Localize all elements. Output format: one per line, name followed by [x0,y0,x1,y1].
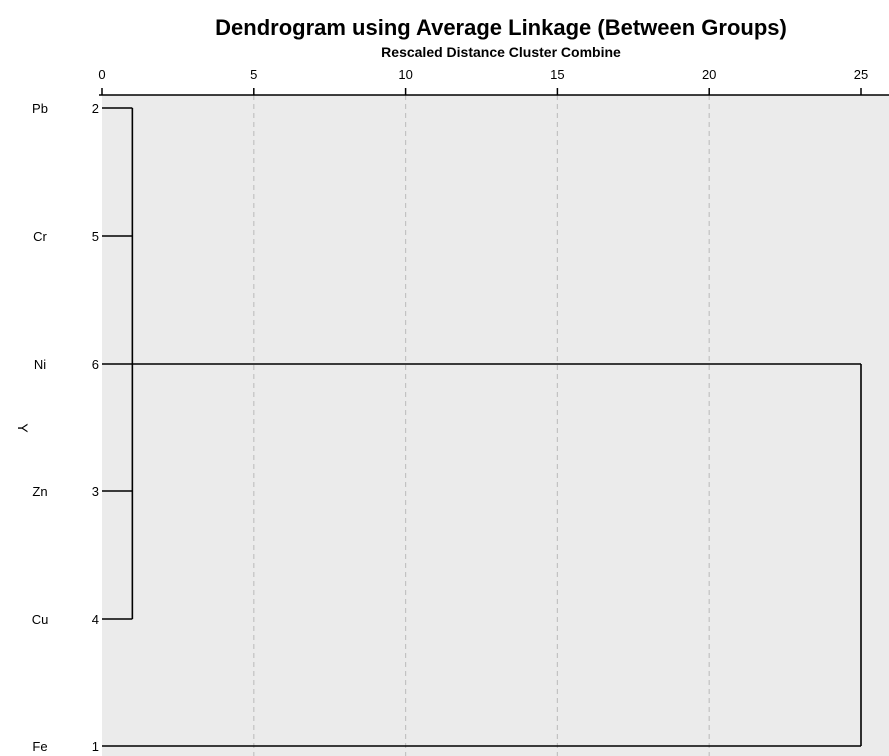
leaf-label-cr: Cr [33,229,47,244]
leaf-case-number: 3 [92,484,99,499]
plot-area [102,95,889,756]
x-tick-label: 5 [250,67,257,82]
x-tick-label: 25 [854,67,868,82]
leaf-labels: Pb 2 Cr 5 Ni 6 Zn 3 Cu 4 Fe 1 [32,101,99,754]
leaf-case-number: 6 [92,357,99,372]
chart-subtitle: Rescaled Distance Cluster Combine [381,44,621,60]
x-tick-label: 15 [550,67,564,82]
x-tick-label: 0 [98,67,105,82]
chart-title: Dendrogram using Average Linkage (Betwee… [215,15,787,40]
leaf-label-fe: Fe [32,739,47,754]
grid-lines [253,95,710,756]
leaf-case-number: 4 [92,612,99,627]
leaf-case-number: 5 [92,229,99,244]
leaf-label-ni: Ni [34,357,46,372]
dendrogram-tree [102,107,862,747]
leaf-case-number: 2 [92,101,99,116]
x-tick-label: 10 [398,67,412,82]
x-tick-label: 20 [702,67,716,82]
y-axis-label: Y [15,423,31,433]
leaf-case-number: 1 [92,739,99,754]
leaf-label-zn: Zn [32,484,47,499]
leaf-label-pb: Pb [32,101,48,116]
leaf-label-cu: Cu [32,612,49,627]
x-axis: 0 5 10 15 20 25 [98,67,889,96]
